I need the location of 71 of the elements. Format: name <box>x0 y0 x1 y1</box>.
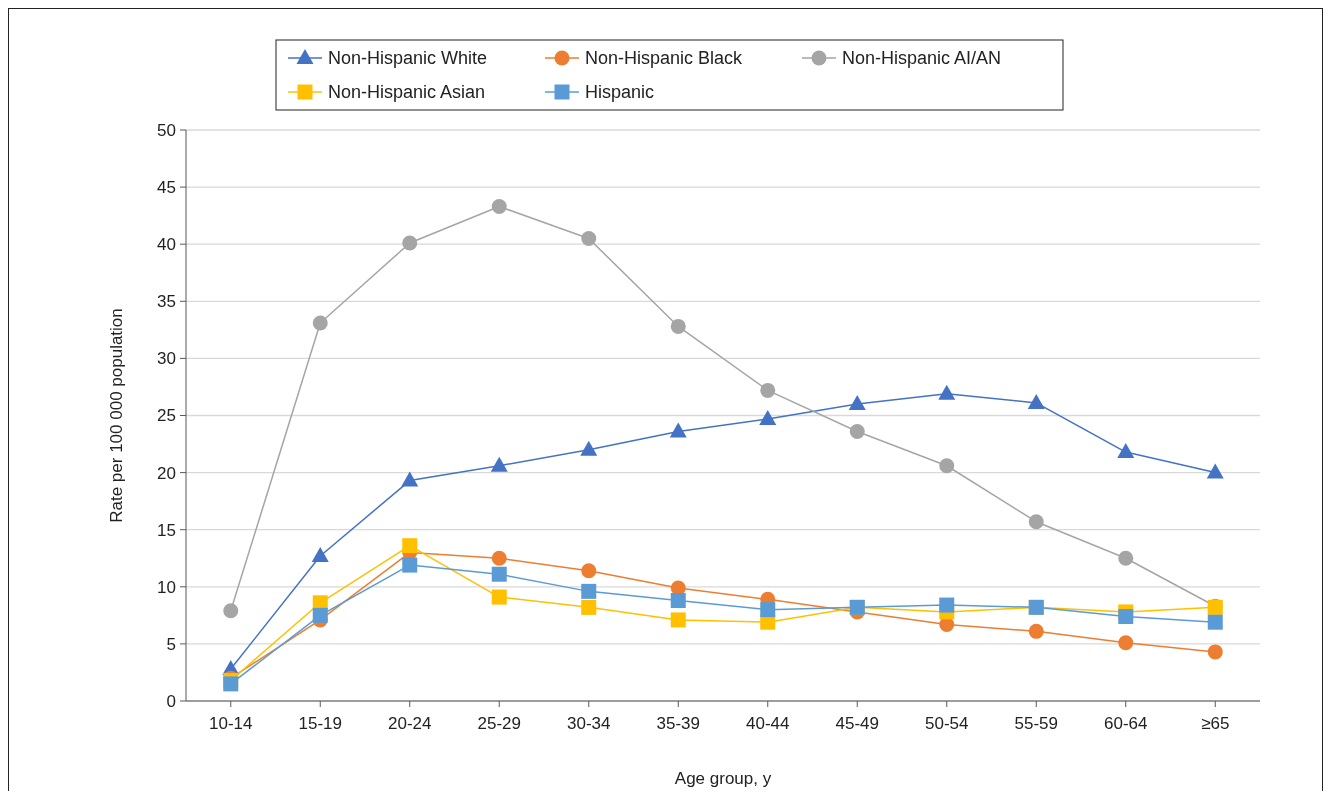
point <box>491 566 507 582</box>
legend-label: Non-Hispanic Asian <box>328 82 486 103</box>
y-tick-label: 5 <box>166 634 176 654</box>
point <box>491 550 507 566</box>
y-tick-label: 50 <box>157 120 176 140</box>
y-tick-label: 0 <box>166 691 176 711</box>
point <box>581 563 597 579</box>
point <box>311 546 329 562</box>
point <box>490 456 508 472</box>
point <box>312 315 328 331</box>
point <box>1028 623 1044 639</box>
y-tick-label: 35 <box>157 292 176 312</box>
point <box>223 676 239 692</box>
y-tick-label: 10 <box>157 577 176 597</box>
x-tick-label: 20-24 <box>388 714 432 733</box>
y-tick-label: 20 <box>157 463 176 483</box>
y-tick-label: 15 <box>157 520 176 540</box>
point <box>223 603 239 619</box>
x-tick-label: 10-14 <box>209 714 253 733</box>
point <box>401 471 419 487</box>
point <box>760 382 776 398</box>
point <box>491 199 507 215</box>
point <box>402 538 418 554</box>
x-tick-label: 15-19 <box>298 714 342 733</box>
y-axis-title: Rate per 100 000 population <box>107 308 126 523</box>
point <box>1207 644 1223 660</box>
point <box>670 318 686 334</box>
point <box>1028 514 1044 530</box>
x-tick-label: 40-44 <box>746 714 790 733</box>
point <box>491 589 507 605</box>
x-tick-label: 55-59 <box>1014 714 1058 733</box>
point <box>581 583 597 599</box>
legend-label: Non-Hispanic AI/AN <box>842 48 1002 69</box>
point <box>759 409 777 425</box>
point <box>670 593 686 608</box>
point <box>581 230 597 246</box>
point <box>938 384 956 400</box>
point <box>1027 393 1045 409</box>
legend-label: Non-Hispanic Black <box>585 48 744 69</box>
point <box>1117 443 1135 459</box>
point <box>1206 463 1224 479</box>
point <box>669 422 687 438</box>
point <box>580 440 598 456</box>
y-tick-label: 40 <box>157 235 176 255</box>
y-tick-label: 25 <box>157 406 176 426</box>
legend-label: Hispanic <box>585 82 655 103</box>
point <box>1207 614 1223 630</box>
point <box>760 602 776 618</box>
x-tick-label: 50-54 <box>925 714 969 733</box>
point <box>581 599 597 615</box>
point <box>402 557 418 573</box>
point <box>939 597 955 613</box>
x-tick-label: 60-64 <box>1104 714 1148 733</box>
point <box>402 235 418 251</box>
y-tick-label: 45 <box>157 178 176 198</box>
x-tick-label: 35-39 <box>656 714 700 733</box>
point <box>1118 635 1134 651</box>
x-tick-label: 30-34 <box>567 714 611 733</box>
x-tick-label: ≥65 <box>1201 714 1230 733</box>
point <box>1118 550 1134 566</box>
point <box>312 607 328 623</box>
x-tick-label: 45-49 <box>835 714 879 733</box>
point <box>670 612 686 628</box>
y-tick-label: 30 <box>157 349 176 369</box>
x-axis-title: Age group, y <box>674 769 772 788</box>
point <box>939 458 955 474</box>
point <box>848 395 866 411</box>
x-tick-label: 25-29 <box>477 714 521 733</box>
point <box>849 423 865 439</box>
point <box>1118 608 1134 624</box>
legend-label: Non-Hispanic White <box>328 48 488 69</box>
